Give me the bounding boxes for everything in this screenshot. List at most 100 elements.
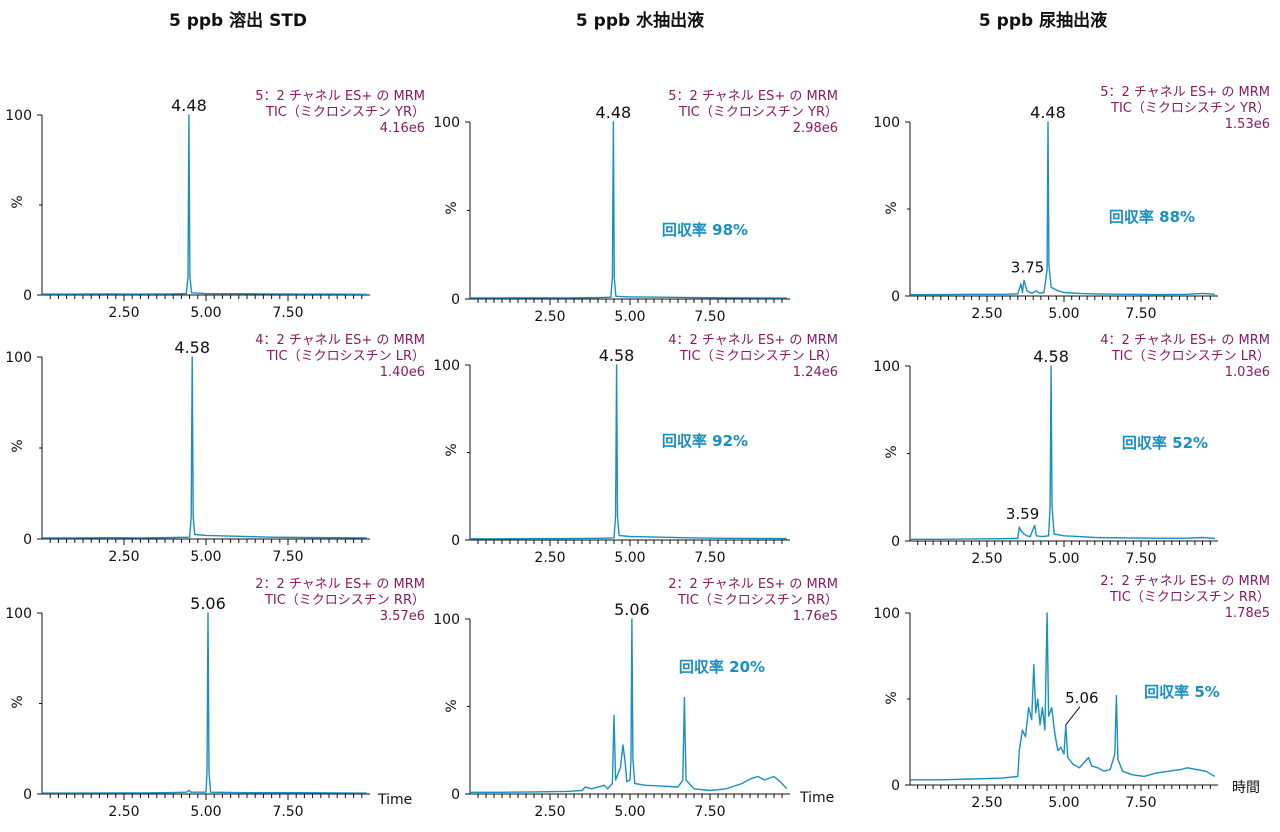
- trace-line: [470, 618, 788, 793]
- channel-info-line: TIC（ミクロシスチン RR）: [1109, 590, 1270, 605]
- y-axis-label: %: [884, 445, 900, 458]
- y-tick-label-100: 100: [433, 358, 460, 374]
- trace-line: [910, 121, 1215, 296]
- x-tick-label: 2.50: [108, 804, 139, 820]
- y-axis-label: %: [444, 443, 460, 456]
- x-tick-label: 7.50: [694, 309, 725, 325]
- x-tick-label: 7.50: [272, 305, 303, 321]
- chromatogram-p00: 100 0% 2.50 5.00 7.50 4.48 5：2 チャネル ES+ の MRMT…: [5, 89, 425, 321]
- x-tick-label: 5.00: [1048, 795, 1079, 811]
- trace-line: [42, 356, 367, 539]
- x-axis-label-urine: 時間: [1232, 780, 1260, 796]
- channel-info-line: 2：2 チャネル ES+ の MRM: [1100, 574, 1270, 589]
- x-tick-label: 2.50: [108, 305, 139, 321]
- channel-info-line: 4.16e6: [380, 121, 425, 136]
- y-tick-label-0: 0: [891, 534, 900, 550]
- y-axis-label: %: [10, 195, 26, 208]
- trace-line: [42, 612, 367, 794]
- y-tick-label-0: 0: [891, 778, 900, 794]
- y-tick-label-0: 0: [451, 787, 460, 803]
- x-tick-label: 7.50: [1125, 795, 1156, 811]
- x-tick-label: 5.00: [614, 550, 645, 566]
- peak-label: 4.48: [171, 96, 207, 115]
- y-tick-label-100: 100: [433, 115, 460, 131]
- channel-info-line: TIC（ミクロシスチン LR）: [679, 349, 838, 364]
- channel-info-line: TIC（ミクロシスチン RR）: [677, 593, 838, 608]
- y-axis-label: %: [444, 699, 460, 712]
- x-tick-label: 2.50: [971, 306, 1002, 322]
- y-axis-label: %: [10, 695, 26, 708]
- y-tick-label-100: 100: [5, 350, 32, 366]
- peak-label: 4.58: [174, 338, 210, 357]
- recovery-label: 回収率 5%: [1144, 683, 1220, 701]
- y-tick-label-0: 0: [891, 289, 900, 305]
- y-tick-label-0: 0: [451, 533, 460, 549]
- channel-info-line: 4：2 チャネル ES+ の MRM: [255, 333, 425, 348]
- x-tick-label: 7.50: [694, 550, 725, 566]
- peak-leader: [1065, 706, 1081, 726]
- peak-label: 5.06: [614, 600, 650, 619]
- recovery-label: 回収率 52%: [1122, 434, 1208, 452]
- y-tick-label-100: 100: [873, 606, 900, 622]
- channel-info-line: 4：2 チャネル ES+ の MRM: [668, 333, 838, 348]
- peak-label: 4.58: [599, 346, 635, 365]
- y-tick-label-0: 0: [451, 292, 460, 308]
- channel-info-line: 5：2 チャネル ES+ の MRM: [255, 89, 425, 104]
- channel-info-line: 1.78e5: [1225, 606, 1270, 621]
- x-tick-label: 5.00: [614, 804, 645, 820]
- channel-info-line: 1.24e6: [793, 365, 838, 380]
- x-tick-label: 2.50: [971, 551, 1002, 567]
- chromatogram-p10: 100 0% 2.50 5.00 7.50 4.58 4：2 チャネル ES+ の MRMT…: [5, 333, 425, 565]
- channel-info-line: 3.57e6: [380, 609, 425, 624]
- y-tick-label-100: 100: [873, 115, 900, 131]
- y-axis-label: %: [884, 201, 900, 214]
- trace-line: [910, 365, 1215, 540]
- peak-label: 4.48: [1030, 103, 1066, 122]
- x-tick-label: 5.00: [190, 804, 221, 820]
- recovery-label: 回収率 92%: [662, 432, 748, 450]
- chromatogram-p12: 100 0% 2.50 5.00 7.50 4.58 3.59 4：2 チャネル ES+ の …: [873, 333, 1270, 567]
- peak-label: 4.58: [1033, 347, 1069, 366]
- trace-line: [470, 364, 787, 540]
- peak-label: 5.06: [1065, 689, 1098, 707]
- chromatogram-p22: 100 0% 2.50 5.00 7.50 5.06 2：2 チャネル ES+ の MRMT…: [873, 574, 1270, 811]
- recovery-label: 回収率 20%: [679, 658, 765, 676]
- x-tick-label: 5.00: [614, 309, 645, 325]
- column-title-std: 5 ppb 溶出 STD: [168, 11, 308, 31]
- recovery-label: 回収率 98%: [662, 221, 748, 239]
- x-tick-label: 2.50: [971, 795, 1002, 811]
- x-tick-label: 2.50: [534, 804, 565, 820]
- channel-info-line: TIC（ミクロシスチン YR）: [678, 105, 838, 120]
- y-tick-label-0: 0: [23, 532, 32, 548]
- y-tick-label-100: 100: [5, 606, 32, 622]
- y-axis-label: %: [444, 201, 460, 214]
- x-axis-label: Time: [799, 790, 834, 806]
- x-tick-label: 5.00: [190, 549, 221, 565]
- y-tick-label-100: 100: [433, 612, 460, 628]
- y-axis-label: %: [10, 439, 26, 452]
- trace-line: [42, 114, 367, 295]
- trace-line: [470, 121, 787, 299]
- channel-info-line: 5：2 チャネル ES+ の MRM: [1100, 85, 1270, 100]
- recovery-label: 回収率 88%: [1109, 208, 1195, 226]
- x-tick-label: 7.50: [1125, 306, 1156, 322]
- x-tick-label: 2.50: [534, 550, 565, 566]
- x-tick-label: 7.50: [272, 549, 303, 565]
- x-tick-label: 5.00: [1048, 551, 1079, 567]
- x-tick-label: 2.50: [534, 309, 565, 325]
- chromatogram-p02: 100 0% 2.50 5.00 7.50 4.48 3.75 5：2 チャネル ES+ の …: [873, 85, 1270, 322]
- y-tick-label-100: 100: [5, 108, 32, 124]
- x-tick-label: 5.00: [190, 305, 221, 321]
- peak-label: 4.48: [596, 103, 632, 122]
- y-tick-label-0: 0: [23, 288, 32, 304]
- x-tick-label: 2.50: [108, 549, 139, 565]
- y-tick-label-0: 0: [23, 787, 32, 803]
- channel-info-line: 4：2 チャネル ES+ の MRM: [1100, 333, 1270, 348]
- y-tick-label-100: 100: [873, 359, 900, 375]
- x-tick-label: 7.50: [694, 804, 725, 820]
- column-title-water: 5 ppb 水抽出液: [575, 11, 705, 31]
- chromatogram-p11: 100 0% 2.50 5.00 7.50 4.58 4：2 チャネル ES+ の MRMT…: [433, 333, 838, 566]
